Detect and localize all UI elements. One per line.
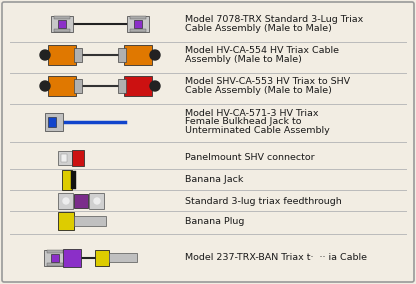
Bar bbox=[74, 48, 82, 62]
Text: Female Bulkhead Jack to: Female Bulkhead Jack to bbox=[185, 118, 302, 126]
Text: Assembly (Male to Male): Assembly (Male to Male) bbox=[185, 55, 302, 64]
Bar bbox=[72, 150, 84, 166]
Bar bbox=[54, 29, 70, 32]
Bar bbox=[130, 29, 146, 32]
Text: Model HV-CA-571-3 HV Triax: Model HV-CA-571-3 HV Triax bbox=[185, 109, 319, 118]
Text: Standard 3-lug triax feedthrough: Standard 3-lug triax feedthrough bbox=[185, 197, 342, 206]
Bar bbox=[51, 254, 59, 262]
Text: Banana Jack: Banana Jack bbox=[185, 176, 243, 185]
Circle shape bbox=[40, 81, 50, 91]
Bar bbox=[48, 45, 76, 65]
Bar bbox=[48, 117, 56, 127]
Bar bbox=[95, 250, 109, 266]
FancyBboxPatch shape bbox=[2, 2, 414, 282]
Bar bbox=[109, 253, 137, 262]
Bar bbox=[63, 249, 81, 267]
Text: Model 7078-TRX Standard 3-Lug Triax: Model 7078-TRX Standard 3-Lug Triax bbox=[185, 15, 363, 24]
Bar bbox=[47, 263, 63, 266]
Bar bbox=[51, 16, 73, 32]
Bar bbox=[54, 16, 70, 19]
Bar bbox=[127, 16, 149, 32]
Text: Model HV-CA-554 HV Triax Cable: Model HV-CA-554 HV Triax Cable bbox=[185, 46, 339, 55]
Text: Unterminated Cable Assembly: Unterminated Cable Assembly bbox=[185, 126, 330, 135]
Bar bbox=[74, 216, 106, 226]
Text: Model SHV-CA-553 HV Triax to SHV: Model SHV-CA-553 HV Triax to SHV bbox=[185, 77, 350, 86]
Bar bbox=[134, 20, 142, 28]
Text: Cable Assembly (Male to Male): Cable Assembly (Male to Male) bbox=[185, 86, 332, 95]
Bar bbox=[57, 20, 67, 28]
Circle shape bbox=[150, 81, 160, 91]
Circle shape bbox=[94, 198, 100, 204]
Bar bbox=[58, 212, 74, 230]
Bar bbox=[71, 171, 76, 189]
Bar bbox=[44, 250, 66, 266]
Text: Banana Plug: Banana Plug bbox=[185, 216, 244, 225]
Circle shape bbox=[150, 50, 160, 60]
Bar bbox=[58, 193, 73, 209]
Bar bbox=[89, 193, 104, 209]
Bar bbox=[118, 48, 126, 62]
Bar bbox=[124, 76, 152, 96]
Text: Cable Assembly (Male to Male): Cable Assembly (Male to Male) bbox=[185, 24, 332, 33]
Bar bbox=[58, 151, 72, 165]
Bar bbox=[124, 45, 152, 65]
Text: Model 237-TRX-BAN Triax t·  ·· ia Cable: Model 237-TRX-BAN Triax t· ·· ia Cable bbox=[185, 254, 367, 262]
Text: Panelmount SHV connector: Panelmount SHV connector bbox=[185, 153, 314, 162]
Bar bbox=[61, 154, 67, 162]
Circle shape bbox=[63, 198, 69, 204]
Bar bbox=[62, 170, 72, 190]
Bar bbox=[130, 16, 146, 19]
Bar bbox=[48, 76, 76, 96]
Bar bbox=[45, 113, 63, 131]
Circle shape bbox=[40, 50, 50, 60]
Bar bbox=[74, 194, 88, 208]
Bar bbox=[74, 79, 82, 93]
Bar bbox=[47, 250, 63, 253]
Bar bbox=[118, 79, 126, 93]
